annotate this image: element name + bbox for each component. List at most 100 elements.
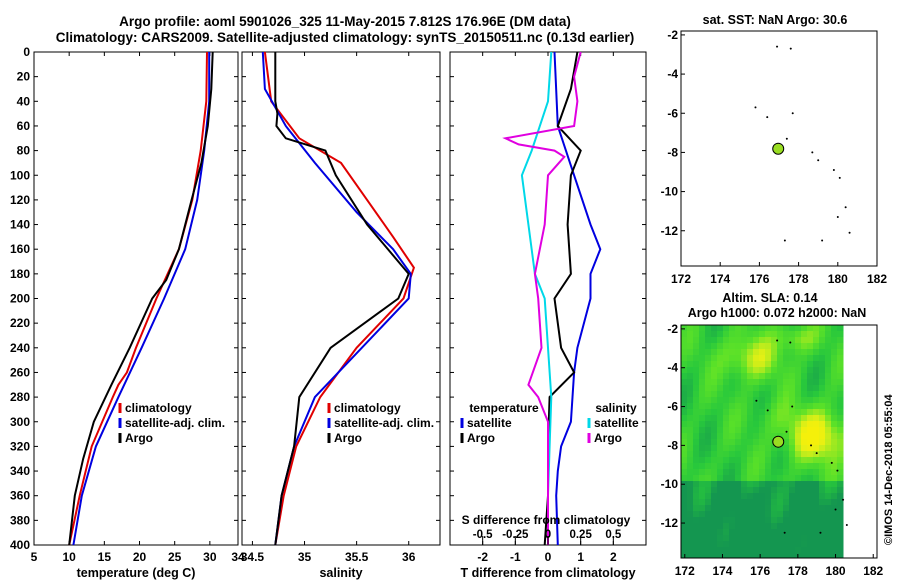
sla-cell (741, 553, 748, 558)
sla-cell (693, 409, 700, 416)
y-tick-label: -10 (661, 477, 679, 491)
sla-cell (765, 385, 772, 392)
sla-cell (777, 349, 784, 356)
sla-cell (693, 421, 700, 428)
sla-cell (771, 511, 778, 518)
sla-cell (747, 481, 754, 488)
sla-cell (741, 439, 748, 446)
sla-cell (771, 427, 778, 434)
sla-cell (741, 421, 748, 428)
sla-cell (759, 487, 766, 494)
sla-cell (735, 361, 742, 368)
sla-cell (759, 433, 766, 440)
sla-cell (795, 343, 802, 350)
sla-cell (813, 343, 820, 350)
sla-cell (813, 421, 820, 428)
sla-cell (723, 403, 730, 410)
sla-cell (831, 517, 838, 524)
sla-cell (729, 349, 736, 356)
sla-cell (705, 391, 712, 398)
sla-cell (681, 331, 688, 338)
sla-cell (741, 463, 748, 470)
sla-cell (741, 385, 748, 392)
sla-cell (747, 331, 754, 338)
sla-cell (759, 403, 766, 410)
sla-cell (831, 487, 838, 494)
sla-cell (699, 385, 706, 392)
sla-cell (747, 511, 754, 518)
sla-cell (795, 457, 802, 464)
sla-cell (771, 337, 778, 344)
sla-cell (753, 355, 760, 362)
sla-cell (795, 337, 802, 344)
sla-cell (741, 415, 748, 422)
sla-cell (765, 337, 772, 344)
sla-cell (825, 325, 832, 332)
sla-cell (705, 541, 712, 548)
sla-cell (783, 415, 790, 422)
sla-cell (825, 541, 832, 548)
sla-cell (741, 445, 748, 452)
sla-cell (789, 409, 796, 416)
sla-cell (771, 349, 778, 356)
sla-cell (717, 373, 724, 380)
sla-cell (723, 433, 730, 440)
y-tick-label: 320 (10, 439, 30, 453)
sla-cell (801, 355, 808, 362)
sla-cell (693, 349, 700, 356)
sla-cell (699, 367, 706, 374)
sla-cell (807, 331, 814, 338)
sla-cell (813, 511, 820, 518)
sla-cell (735, 553, 742, 558)
sla-cell (747, 433, 754, 440)
sla-cell (723, 331, 730, 338)
sla-cell (705, 325, 712, 332)
sla-cell (741, 529, 748, 536)
sla-cell (705, 337, 712, 344)
sla-cell (759, 547, 766, 554)
sla-cell (753, 517, 760, 524)
sla-cell (789, 523, 796, 530)
y-tick-label: -6 (667, 400, 678, 414)
sla-cell (819, 535, 826, 542)
sla-cell (759, 397, 766, 404)
sla-cell (753, 481, 760, 488)
legend-label: climatology (125, 401, 192, 415)
sla-cell (825, 445, 832, 452)
sla-cell (837, 349, 844, 356)
sla-cell (765, 421, 772, 428)
sla-cell (801, 325, 808, 332)
sla-cell (699, 343, 706, 350)
sla-cell (711, 415, 718, 422)
sla-cell (729, 499, 736, 506)
sla-cell (723, 373, 730, 380)
sla-cell (765, 397, 772, 404)
sla-cell (747, 553, 754, 558)
title-line1: Argo profile: aoml 5901026_325 11-May-20… (119, 14, 571, 29)
sla-cell (735, 409, 742, 416)
sla-cell (813, 451, 820, 458)
sla-cell (723, 355, 730, 362)
sla-cell (681, 355, 688, 362)
sla-cell (729, 481, 736, 488)
sla-cell (789, 373, 796, 380)
sla-cell (723, 535, 730, 542)
sla-cell (705, 349, 712, 356)
sla-cell (795, 403, 802, 410)
sla-cell (741, 367, 748, 374)
sla-cell (825, 463, 832, 470)
sla-cell (687, 367, 694, 374)
sla-cell (729, 427, 736, 434)
sla-cell (699, 373, 706, 380)
sla-cell (723, 325, 730, 332)
sla-cell (681, 373, 688, 380)
sla-cell (777, 367, 784, 374)
sla-cell (687, 457, 694, 464)
sla-cell (687, 343, 694, 350)
sla-cell (831, 439, 838, 446)
sla-cell (819, 355, 826, 362)
sla-cell (747, 469, 754, 476)
sla-cell (837, 379, 844, 386)
sla-cell (795, 349, 802, 356)
sla-cell (729, 343, 736, 350)
